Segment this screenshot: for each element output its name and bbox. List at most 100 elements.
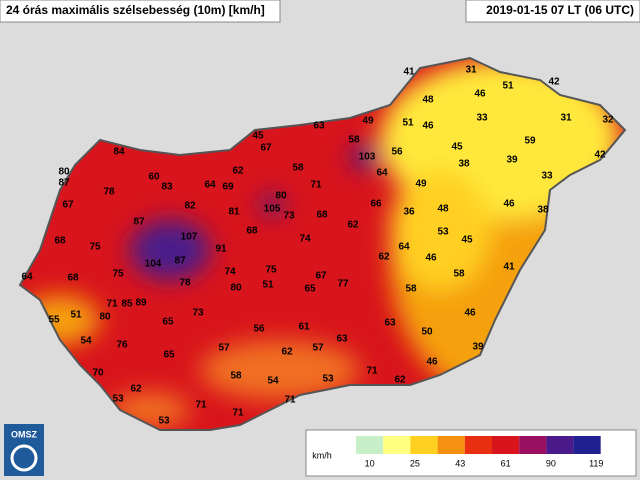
station-value: 87: [133, 217, 145, 228]
station-value: 74: [299, 234, 311, 245]
station-value: 33: [476, 113, 488, 124]
station-value: 75: [265, 265, 277, 276]
station-value: 71: [366, 366, 378, 377]
station-value: 87: [58, 178, 70, 189]
station-value: 80: [99, 312, 111, 323]
legend-swatch: [573, 436, 601, 454]
station-value: 76: [116, 340, 128, 351]
legend-swatch: [356, 436, 384, 454]
station-value: 60: [148, 172, 160, 183]
station-value: 67: [62, 200, 74, 211]
station-value: 45: [461, 235, 473, 246]
legend-tick-label: 90: [546, 458, 556, 468]
station-value: 51: [70, 310, 82, 321]
station-value: 33: [541, 171, 553, 182]
title: 24 órás maximális szélsebesség (10m) [km…: [6, 3, 265, 17]
station-value: 57: [312, 343, 324, 354]
legend-swatch: [546, 436, 574, 454]
station-value: 71: [195, 400, 207, 411]
station-value: 32: [602, 115, 614, 126]
timestamp-box: [465, 0, 640, 23]
station-value: 59: [524, 136, 536, 147]
station-value: 46: [464, 308, 476, 319]
station-value: 38: [537, 205, 549, 216]
station-value: 57: [218, 343, 230, 354]
station-value: 63: [336, 334, 348, 345]
station-value: 105: [264, 204, 281, 215]
station-value: 58: [453, 269, 465, 280]
logo-icon: [10, 444, 38, 472]
station-value: 62: [130, 384, 142, 395]
station-value: 58: [292, 163, 304, 174]
station-value: 39: [472, 342, 484, 353]
station-value: 75: [89, 242, 101, 253]
station-value: 31: [465, 65, 477, 76]
station-value: 78: [103, 187, 115, 198]
station-value: 78: [179, 278, 191, 289]
station-value: 51: [402, 118, 414, 129]
station-value: 62: [347, 220, 359, 231]
station-value: 87: [174, 256, 186, 267]
station-value: 53: [112, 394, 124, 405]
logo: [4, 424, 44, 476]
station-value: 73: [283, 211, 295, 222]
legend-unit: km/h: [312, 450, 332, 460]
station-value: 61: [298, 322, 310, 333]
station-value: 64: [204, 180, 216, 191]
station-value: 107: [181, 232, 198, 243]
legend-swatch: [437, 436, 465, 454]
station-value: 58: [230, 371, 242, 382]
station-value: 65: [163, 350, 175, 361]
station-value: 104: [145, 259, 162, 270]
station-value: 80: [58, 167, 70, 178]
station-value: 67: [260, 143, 272, 154]
station-value: 71: [106, 299, 118, 310]
station-value: 64: [376, 168, 388, 179]
station-value: 48: [422, 95, 434, 106]
station-value: 46: [474, 89, 486, 100]
station-value: 63: [313, 121, 325, 132]
station-value: 73: [192, 308, 204, 319]
station-value: 64: [398, 242, 410, 253]
station-value: 53: [322, 374, 334, 385]
station-value: 58: [405, 284, 417, 295]
station-value: 50: [421, 327, 433, 338]
station-value: 55: [48, 315, 60, 326]
station-value: 103: [359, 152, 376, 163]
station-value: 39: [506, 155, 518, 166]
station-value: 66: [370, 199, 382, 210]
station-value: 54: [80, 336, 92, 347]
legend-tick-label: 119: [589, 458, 603, 468]
station-value: 46: [503, 199, 515, 210]
station-value: 53: [437, 227, 449, 238]
legend-swatch: [519, 436, 547, 454]
station-value: 49: [362, 116, 374, 127]
station-value: 51: [262, 280, 274, 291]
station-value: 71: [284, 395, 296, 406]
station-value: 89: [135, 298, 147, 309]
station-value: 68: [246, 226, 258, 237]
timestamp: 2019-01-15 07 LT (06 UTC): [486, 3, 634, 17]
station-value: 51: [502, 81, 514, 92]
station-value: 42: [594, 150, 606, 161]
station-value: 80: [230, 283, 242, 294]
station-value: 48: [437, 204, 449, 215]
station-value: 53: [158, 416, 170, 427]
legend-swatch: [492, 436, 520, 454]
station-value: 91: [215, 244, 227, 255]
station-value: 80: [275, 191, 287, 202]
station-value: 58: [348, 135, 360, 146]
station-value: 41: [403, 67, 415, 78]
station-value: 82: [184, 201, 196, 212]
station-value: 71: [310, 180, 322, 191]
station-value: 63: [384, 318, 396, 329]
station-value: 36: [403, 207, 415, 218]
legend-swatch: [410, 436, 438, 454]
station-value: 75: [112, 269, 124, 280]
station-value: 46: [425, 253, 437, 264]
station-value: 68: [67, 273, 79, 284]
legend-swatch: [464, 436, 492, 454]
station-value: 42: [548, 77, 560, 88]
station-value: 46: [426, 357, 438, 368]
